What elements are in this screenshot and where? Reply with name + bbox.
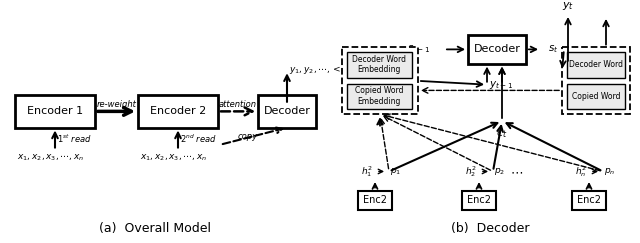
Text: Decoder Word: Decoder Word <box>569 60 623 69</box>
Bar <box>468 35 526 64</box>
Text: $h_2^2$: $h_2^2$ <box>465 164 477 179</box>
Text: Encoder 2: Encoder 2 <box>150 106 206 116</box>
Text: Copied Word
Embedding: Copied Word Embedding <box>355 87 403 106</box>
Bar <box>347 52 412 78</box>
Bar <box>567 52 625 78</box>
Bar <box>258 95 316 128</box>
Text: copy: copy <box>238 132 258 141</box>
Text: $s_{t-1}$: $s_{t-1}$ <box>407 43 430 55</box>
Text: (b)  Decoder: (b) Decoder <box>451 222 529 235</box>
Text: $x_1, x_2, x_3, \cdots, x_n$: $x_1, x_2, x_3, \cdots, x_n$ <box>17 152 84 163</box>
Bar <box>358 191 392 210</box>
Bar <box>562 47 630 114</box>
Bar <box>342 47 418 114</box>
Text: Enc2: Enc2 <box>467 195 491 205</box>
Bar <box>347 84 412 109</box>
Text: Enc2: Enc2 <box>363 195 387 205</box>
Text: $s_t$: $s_t$ <box>548 43 559 55</box>
Text: $p_n$: $p_n$ <box>604 166 615 177</box>
Text: $y_{t-1}$: $y_{t-1}$ <box>489 79 513 91</box>
Text: $2^{nd}$ read: $2^{nd}$ read <box>180 133 217 145</box>
Bar <box>15 95 95 128</box>
Bar <box>462 191 496 210</box>
Text: re-weight: re-weight <box>97 100 136 109</box>
Text: $y_t$: $y_t$ <box>562 0 574 12</box>
Text: Encoder 1: Encoder 1 <box>27 106 83 116</box>
Text: $\cdots$: $\cdots$ <box>511 165 524 178</box>
Bar <box>138 95 218 128</box>
Text: $h_1^2$: $h_1^2$ <box>361 164 373 179</box>
Text: attention: attention <box>219 100 257 109</box>
Text: $h_n^2$: $h_n^2$ <box>575 164 587 179</box>
Text: $p_1$: $p_1$ <box>390 166 401 177</box>
Text: (a)  Overall Model: (a) Overall Model <box>99 222 211 235</box>
Text: Decoder Word
Embedding: Decoder Word Embedding <box>352 55 406 74</box>
Text: Decoder: Decoder <box>264 106 310 116</box>
Bar <box>567 84 625 109</box>
Text: $1^{st}$ read: $1^{st}$ read <box>57 133 92 145</box>
Text: $p_2$: $p_2$ <box>494 166 505 177</box>
Bar <box>572 191 606 210</box>
Text: $y_1, y_2, \cdots, < eos >$: $y_1, y_2, \cdots, < eos >$ <box>289 64 369 76</box>
Text: $x_1, x_2, x_3, \cdots, x_n$: $x_1, x_2, x_3, \cdots, x_n$ <box>140 152 207 163</box>
Text: Copied Word: Copied Word <box>572 92 620 101</box>
Text: Enc2: Enc2 <box>577 195 601 205</box>
Text: Decoder: Decoder <box>474 44 520 54</box>
Text: $c_t$: $c_t$ <box>496 129 508 140</box>
